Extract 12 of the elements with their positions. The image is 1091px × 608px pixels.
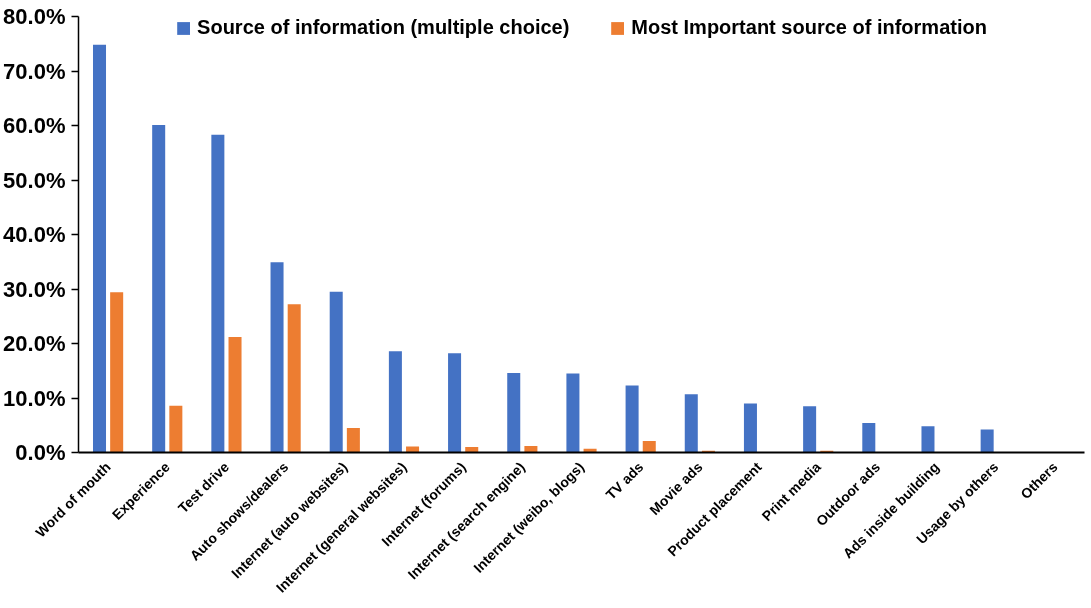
y-tick-label: 60.0% <box>3 113 66 138</box>
legend-label: Most Important source of information <box>631 16 987 39</box>
y-tick-label: 0.0% <box>15 440 66 465</box>
legend-label: Source of information (multiple choice) <box>197 16 570 39</box>
y-tick-label: 10.0% <box>3 385 66 411</box>
y-tick-label: 30.0% <box>3 276 66 302</box>
y-tick-label: 50.0% <box>3 167 66 193</box>
y-tick-label: 70.0% <box>3 58 66 84</box>
y-tick-label: 40.0% <box>3 222 66 247</box>
y-tick-label: 80.0% <box>3 4 66 29</box>
x-tick-label: TV ads <box>602 458 647 503</box>
y-tick-label: 20.0% <box>3 331 66 356</box>
